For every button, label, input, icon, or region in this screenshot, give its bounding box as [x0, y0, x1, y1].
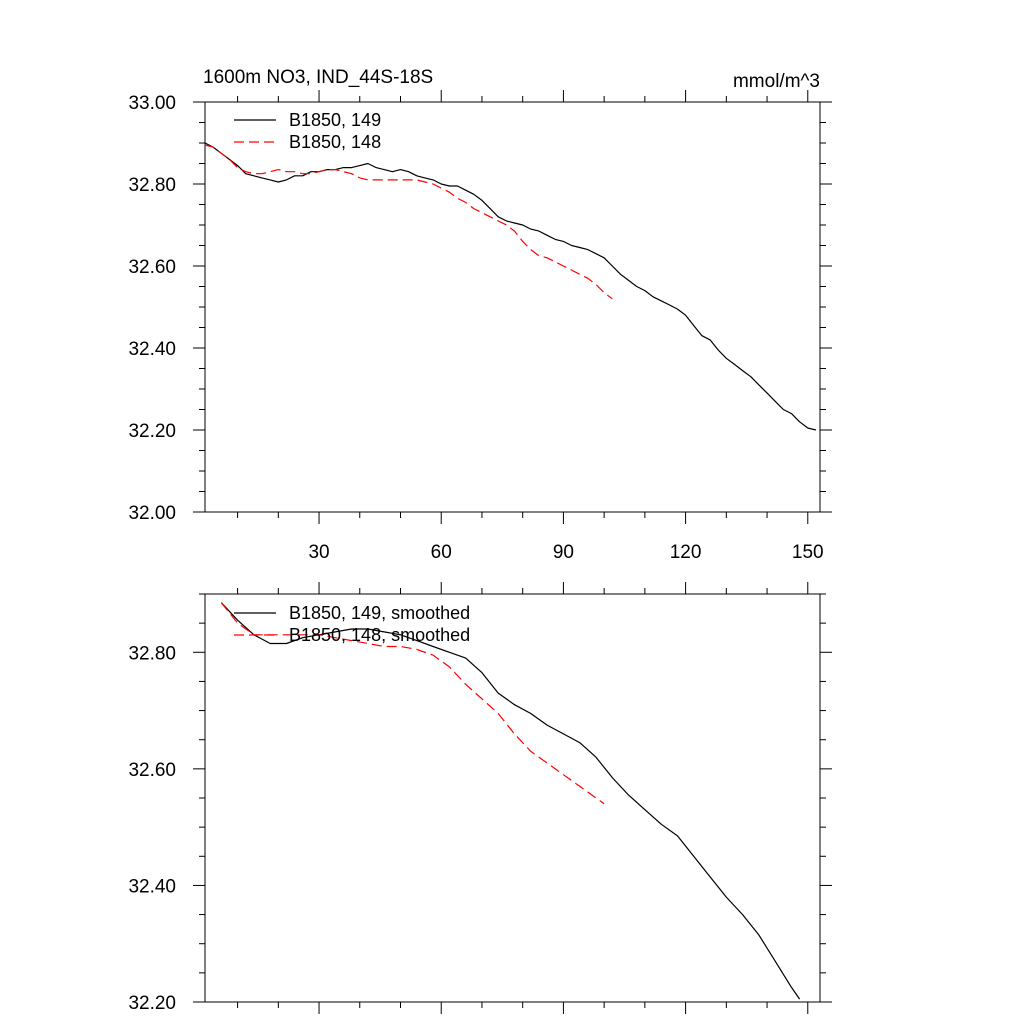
- y-tick-label: 32.20: [128, 421, 176, 442]
- chart-units: mmol/m^3: [733, 71, 820, 92]
- x-tick-label: 60: [431, 542, 452, 563]
- y-tick-label: 32.40: [128, 339, 176, 360]
- x-tick-label: 150: [792, 542, 824, 563]
- legend-label-1: B1850, 148, smoothed: [289, 625, 470, 645]
- series-line-0: [204, 142, 817, 431]
- y-tick-label: 32.80: [128, 643, 176, 664]
- x-tick-label: 30: [308, 542, 329, 563]
- series-line-0: [220, 602, 801, 1000]
- y-tick-label: 32.40: [128, 876, 176, 897]
- x-tick-label: 90: [553, 542, 574, 563]
- y-tick-label: 32.20: [128, 993, 176, 1014]
- y-tick-label: 32.00: [128, 503, 176, 524]
- plot-frame-1: [204, 593, 821, 1003]
- chart-title: 1600m NO3, IND_44S-18S: [203, 67, 433, 88]
- legend-label-0: B1850, 149, smoothed: [289, 603, 470, 623]
- legend-label-1: B1850, 148: [289, 132, 381, 152]
- y-tick-label: 33.00: [128, 93, 176, 114]
- x-tick-label: 120: [670, 542, 702, 563]
- y-tick-label: 32.80: [128, 175, 176, 196]
- series-line-1: [220, 602, 605, 805]
- series-line-1: [204, 144, 613, 300]
- legend-label-0: B1850, 149: [289, 110, 381, 130]
- y-tick-label: 32.60: [128, 760, 176, 781]
- plot-frame-0: [204, 101, 821, 513]
- y-tick-label: 32.60: [128, 257, 176, 278]
